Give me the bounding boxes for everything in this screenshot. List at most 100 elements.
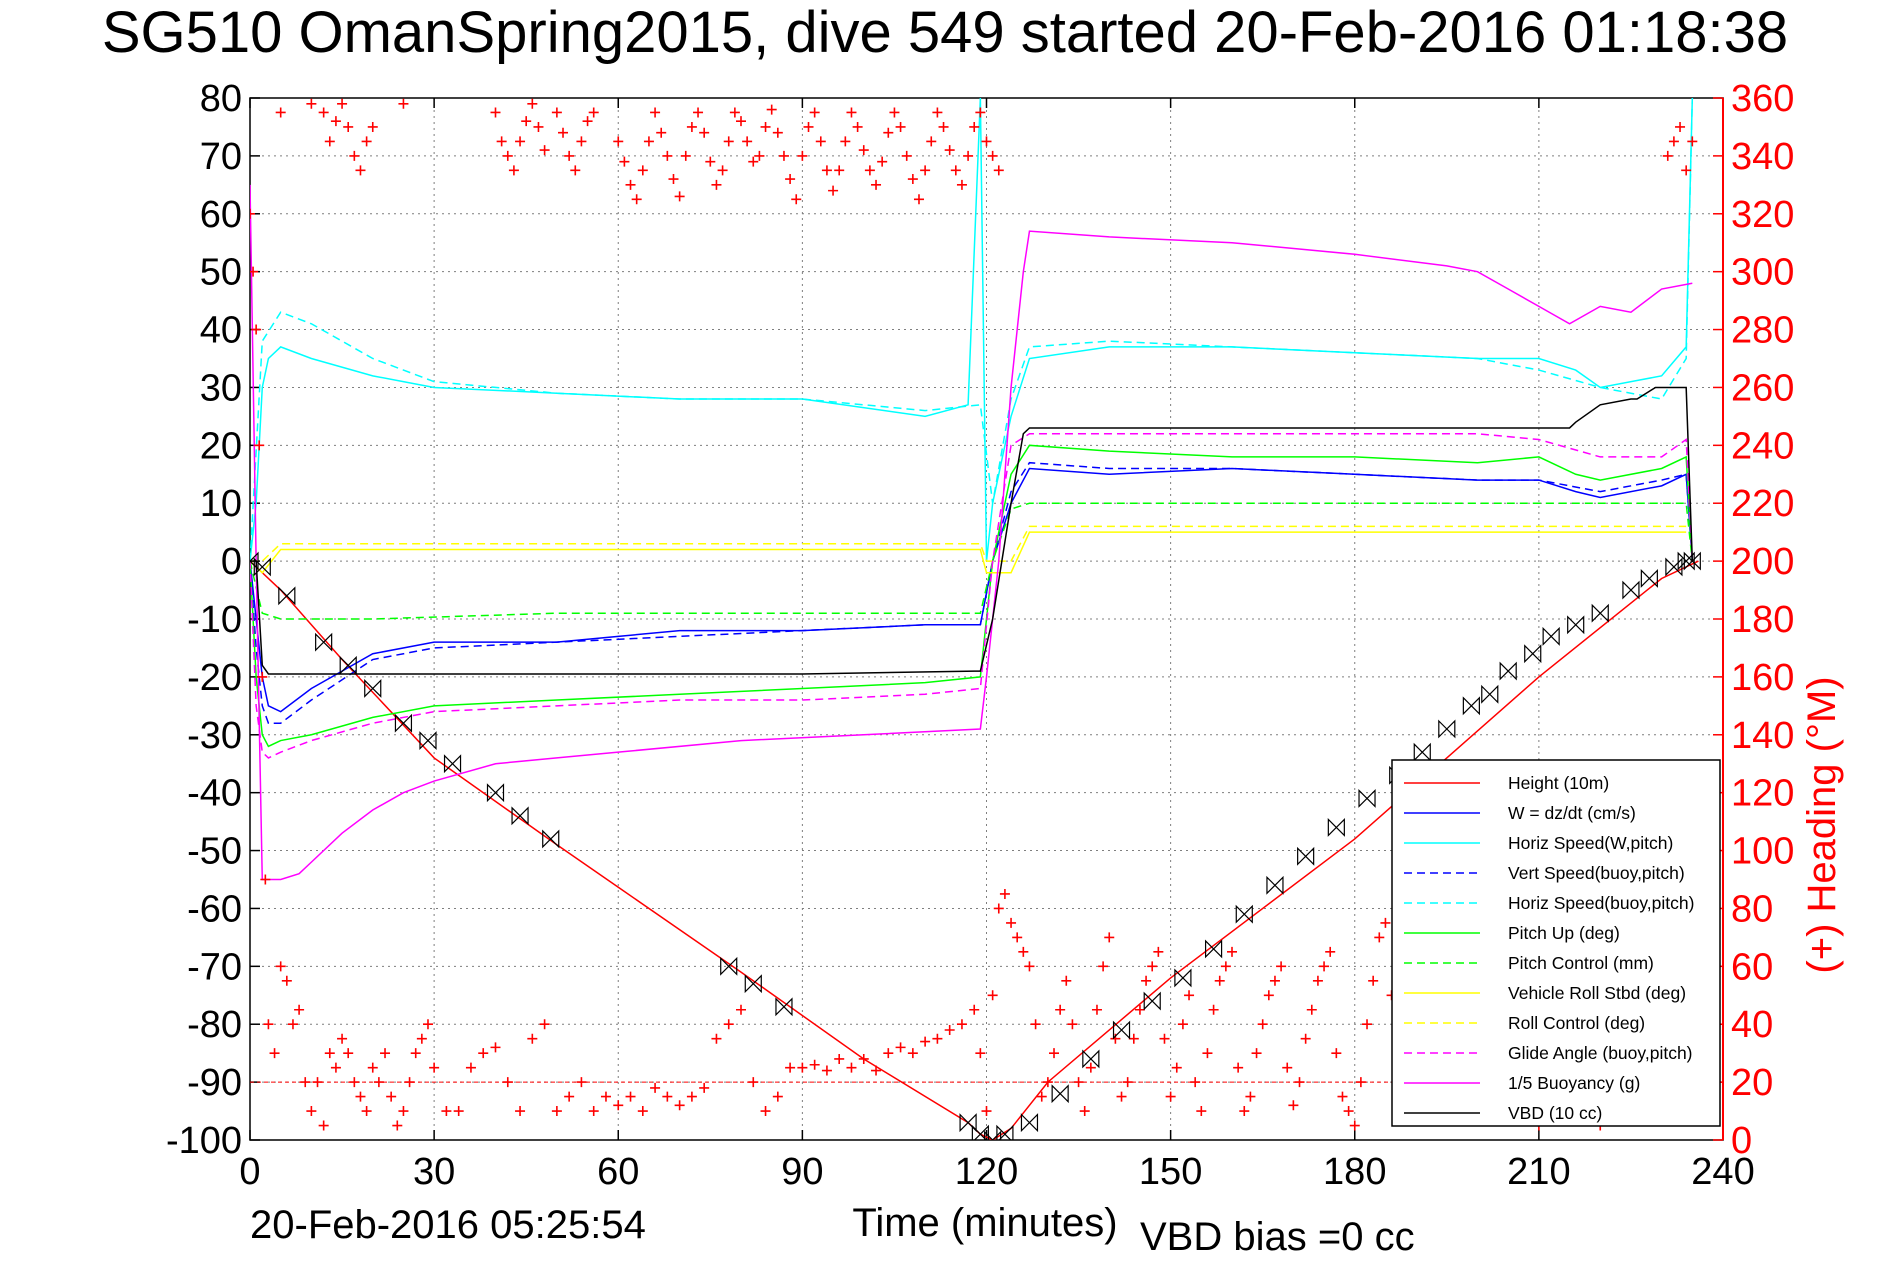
heading-point — [251, 324, 262, 335]
heading-point — [656, 127, 667, 138]
height-marker — [394, 713, 413, 733]
heading-point — [588, 1106, 599, 1117]
y-tick-label: -70 — [187, 946, 242, 988]
heading-point — [828, 185, 839, 196]
heading-point — [1147, 961, 1158, 972]
heading-point — [969, 121, 980, 132]
heading-point — [650, 1082, 661, 1093]
heading-point — [803, 121, 814, 132]
heading-point — [1362, 1019, 1373, 1030]
heading-point — [300, 1077, 311, 1088]
heading-point — [1012, 932, 1023, 943]
heading-point — [1668, 136, 1679, 147]
heading-point — [619, 156, 630, 167]
heading-point — [932, 107, 943, 118]
y2-tick-label: 300 — [1731, 252, 1794, 294]
footer-timestamp: 20-Feb-2016 05:25:54 — [250, 1203, 646, 1247]
heading-point — [852, 121, 863, 132]
heading-point — [1245, 1091, 1256, 1102]
heading-point — [263, 1019, 274, 1030]
legend-label-glide_angle: Glide Angle (buoy,pitch) — [1508, 1043, 1693, 1063]
heading-point — [1220, 961, 1231, 972]
heading-point — [1153, 946, 1164, 957]
heading-point — [527, 1033, 538, 1044]
heading-point — [748, 1077, 759, 1088]
heading-point — [686, 1091, 697, 1102]
heading-point — [631, 194, 642, 205]
heading-point — [1263, 990, 1274, 1001]
heading-point — [864, 165, 875, 176]
heading-point — [699, 127, 710, 138]
heading-point — [699, 1082, 710, 1093]
heading-point — [582, 116, 593, 127]
heading-point — [981, 136, 992, 147]
heading-point — [392, 1120, 403, 1131]
height-marker — [250, 551, 259, 571]
height-marker — [1204, 939, 1223, 959]
heading-point — [1282, 1062, 1293, 1073]
heading-point — [337, 1033, 348, 1044]
y2-tick-label: 220 — [1731, 483, 1794, 525]
height-marker — [1266, 875, 1284, 895]
heading-point — [281, 975, 292, 986]
heading-point — [913, 194, 924, 205]
heading-point — [570, 165, 581, 176]
heading-point — [1079, 1106, 1090, 1117]
heading-point — [938, 121, 949, 132]
heading-point — [650, 107, 661, 118]
heading-point — [760, 1106, 771, 1117]
legend-label-vbd: VBD (10 cc) — [1508, 1103, 1602, 1123]
heading-point — [398, 1106, 409, 1117]
heading-point — [306, 1106, 317, 1117]
height-marker — [1481, 684, 1499, 704]
heading-point — [533, 121, 544, 132]
legend-label-buoyancy: 1/5 Buoyancy (g) — [1508, 1073, 1640, 1093]
heading-point — [1337, 1091, 1348, 1102]
heading-point — [625, 1091, 636, 1102]
x-tick-label: 90 — [781, 1151, 823, 1193]
heading-point — [625, 179, 636, 190]
heading-point — [1098, 961, 1109, 972]
heading-point — [963, 150, 974, 161]
heading-point — [778, 150, 789, 161]
heading-point — [883, 127, 894, 138]
y2-tick-label: 320 — [1731, 194, 1794, 236]
y-tick-label: 20 — [200, 425, 242, 467]
y2-tick-label: 200 — [1731, 541, 1794, 583]
height-marker — [1235, 904, 1253, 924]
heading-point — [416, 1033, 427, 1044]
heading-point — [1110, 1033, 1121, 1044]
heading-point — [785, 174, 796, 185]
heading-point — [576, 1077, 587, 1088]
height-marker — [443, 754, 462, 774]
height-marker — [1567, 615, 1585, 635]
y2-tick-label: 260 — [1731, 367, 1794, 409]
heading-point — [1024, 961, 1035, 972]
heading-point — [306, 98, 317, 109]
heading-point — [287, 1019, 298, 1030]
heading-point — [527, 98, 538, 109]
heading-point — [760, 121, 771, 132]
heading-point — [324, 136, 335, 147]
heading-point — [1239, 1106, 1250, 1117]
height-marker — [1438, 719, 1456, 739]
heading-point — [1251, 1048, 1262, 1059]
x-tick-label: 210 — [1507, 1151, 1570, 1193]
y-tick-label: -40 — [187, 773, 242, 815]
heading-point — [834, 1053, 845, 1064]
legend-label-pitch_control: Pitch Control (mm) — [1508, 953, 1654, 973]
heading-point — [588, 107, 599, 118]
heading-point — [1306, 1004, 1317, 1015]
heading-point — [380, 1048, 391, 1059]
heading-point — [367, 121, 378, 132]
y2-tick-label: 140 — [1731, 715, 1794, 757]
heading-point — [809, 107, 820, 118]
heading-point — [871, 1065, 882, 1076]
heading-point — [1349, 1120, 1360, 1131]
y-tick-label: 50 — [200, 252, 242, 294]
heading-point — [1662, 150, 1673, 161]
heading-point — [1374, 932, 1385, 943]
heading-point — [1202, 1048, 1213, 1059]
heading-point — [1030, 1019, 1041, 1030]
heading-point — [1104, 932, 1115, 943]
